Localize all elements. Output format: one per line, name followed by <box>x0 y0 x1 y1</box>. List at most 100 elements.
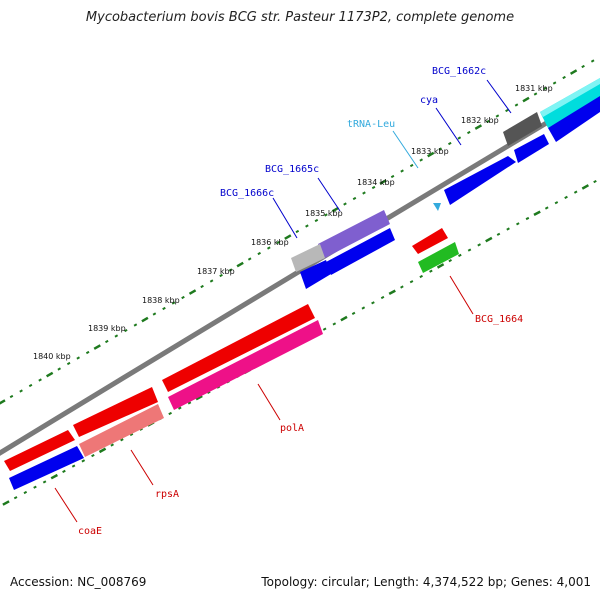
scale-tick <box>66 361 71 366</box>
scale-tick <box>436 263 445 269</box>
scale-tick <box>247 257 252 261</box>
gene-blue-cya <box>444 156 516 205</box>
scale-tick <box>419 158 423 162</box>
gene-blue-1832 <box>514 134 549 163</box>
gene-label-bcg1664: BCG_1664 <box>475 314 523 325</box>
scale-tick <box>57 367 61 371</box>
scale-tick <box>9 394 14 399</box>
scale-tick <box>562 75 566 80</box>
scale-tick <box>477 243 481 247</box>
scale-tick <box>207 390 211 394</box>
scale-tick <box>351 311 356 315</box>
scale-tick <box>331 206 340 213</box>
scale-tick <box>2 500 10 506</box>
callout-lines <box>54 79 512 523</box>
scale-tick <box>554 201 559 205</box>
scale-tick <box>427 151 435 158</box>
scale-tick <box>162 306 166 311</box>
kbp-label: 1835 kbp <box>305 209 343 218</box>
gene-label-pola: polA <box>280 423 304 434</box>
scale-tick <box>257 251 261 256</box>
scale-tick <box>38 378 42 382</box>
kbp-label: 1837 kbp <box>197 267 235 276</box>
gene-salmon-rpsa <box>79 404 164 457</box>
scale-tick <box>209 279 214 283</box>
scale-tick <box>178 406 182 410</box>
scale-tick <box>514 103 519 107</box>
gene-label-rpsa: rpsA <box>155 489 179 500</box>
scale-tick <box>371 301 375 305</box>
kbp-label: 1836 kbp <box>251 238 289 247</box>
callout-cya <box>435 107 462 146</box>
kbp-label: 1833 kbp <box>411 147 449 156</box>
scale-tick <box>276 240 281 245</box>
scale-tick <box>467 248 472 252</box>
kbp-label: 1838 kbp <box>142 296 180 305</box>
scale-tick <box>593 180 597 184</box>
scale-tick <box>581 64 585 69</box>
scale-tick <box>485 236 493 243</box>
scale-tick <box>85 350 90 355</box>
scale-tick <box>50 473 58 480</box>
scale-tick <box>590 59 595 63</box>
map-title: Mycobacterium bovis BCG str. Pasteur 117… <box>85 10 515 25</box>
scale-tick <box>467 130 471 135</box>
scale-tick <box>361 306 366 310</box>
scale-tick <box>200 284 204 289</box>
scale-tick <box>544 206 549 210</box>
gene-label-coae: coaE <box>78 526 102 537</box>
gene-lightgrey-1666c <box>291 244 325 272</box>
scale-tick <box>188 289 197 295</box>
scale-tick <box>581 184 590 190</box>
callout-bcg1666c <box>272 197 298 239</box>
scale-tick <box>564 195 568 199</box>
scale-tick <box>141 316 149 323</box>
scale-tick <box>533 92 538 96</box>
scale-tick <box>400 169 404 173</box>
gene-blue-coae <box>9 446 84 490</box>
scale-tick <box>533 210 541 217</box>
forward-features <box>291 78 600 289</box>
scale-tick <box>343 202 347 206</box>
gene-label-bcg1666c: BCG_1666c <box>220 188 274 199</box>
callout-pola <box>257 383 281 421</box>
scale-tick <box>93 344 101 350</box>
scale-tick <box>228 268 233 272</box>
gene-label-trna-leu: tRNA-Leu <box>347 119 395 130</box>
kbp-label: 1840 kbp <box>33 352 71 361</box>
scale-tick <box>458 253 462 257</box>
scale-tick <box>114 334 119 338</box>
kbp-label: 1831 kbp <box>515 84 553 93</box>
trna-leu-marker <box>433 203 441 211</box>
topology-text: Topology: circular; Length: 4,374,522 bp… <box>261 575 591 589</box>
scale-tick <box>28 383 33 388</box>
scale-tick <box>152 312 157 316</box>
scale-tick <box>525 216 530 221</box>
scale-tick <box>552 81 557 85</box>
gene-pink-pola <box>168 320 323 410</box>
scale-tick <box>438 147 442 151</box>
scale-ticks <box>0 59 597 506</box>
kbp-label: 1834 kbp <box>357 178 395 187</box>
scale-tick <box>133 323 138 327</box>
scale-tick <box>505 108 509 113</box>
scale-tick <box>448 259 452 263</box>
scale-tick <box>409 163 414 168</box>
scale-tick <box>379 179 387 185</box>
scale-tick <box>219 273 223 278</box>
scale-tick <box>187 401 192 405</box>
scale-tick <box>120 438 124 442</box>
callout-bcg1664 <box>449 275 474 315</box>
scale-tick <box>195 394 203 401</box>
callout-bcg1665c <box>317 177 341 212</box>
callout-trna <box>392 130 419 169</box>
scale-tick <box>448 141 452 146</box>
scale-tick <box>129 432 134 437</box>
scale-tick <box>236 261 244 268</box>
accession-text: Accession: NC_008769 <box>10 575 147 589</box>
gene-label-bcg1665c: BCG_1665c <box>265 164 319 175</box>
scale-tick <box>332 322 337 326</box>
callout-bcg1662c <box>486 79 512 114</box>
scale-tick <box>352 196 357 201</box>
scale-tick <box>105 339 109 344</box>
